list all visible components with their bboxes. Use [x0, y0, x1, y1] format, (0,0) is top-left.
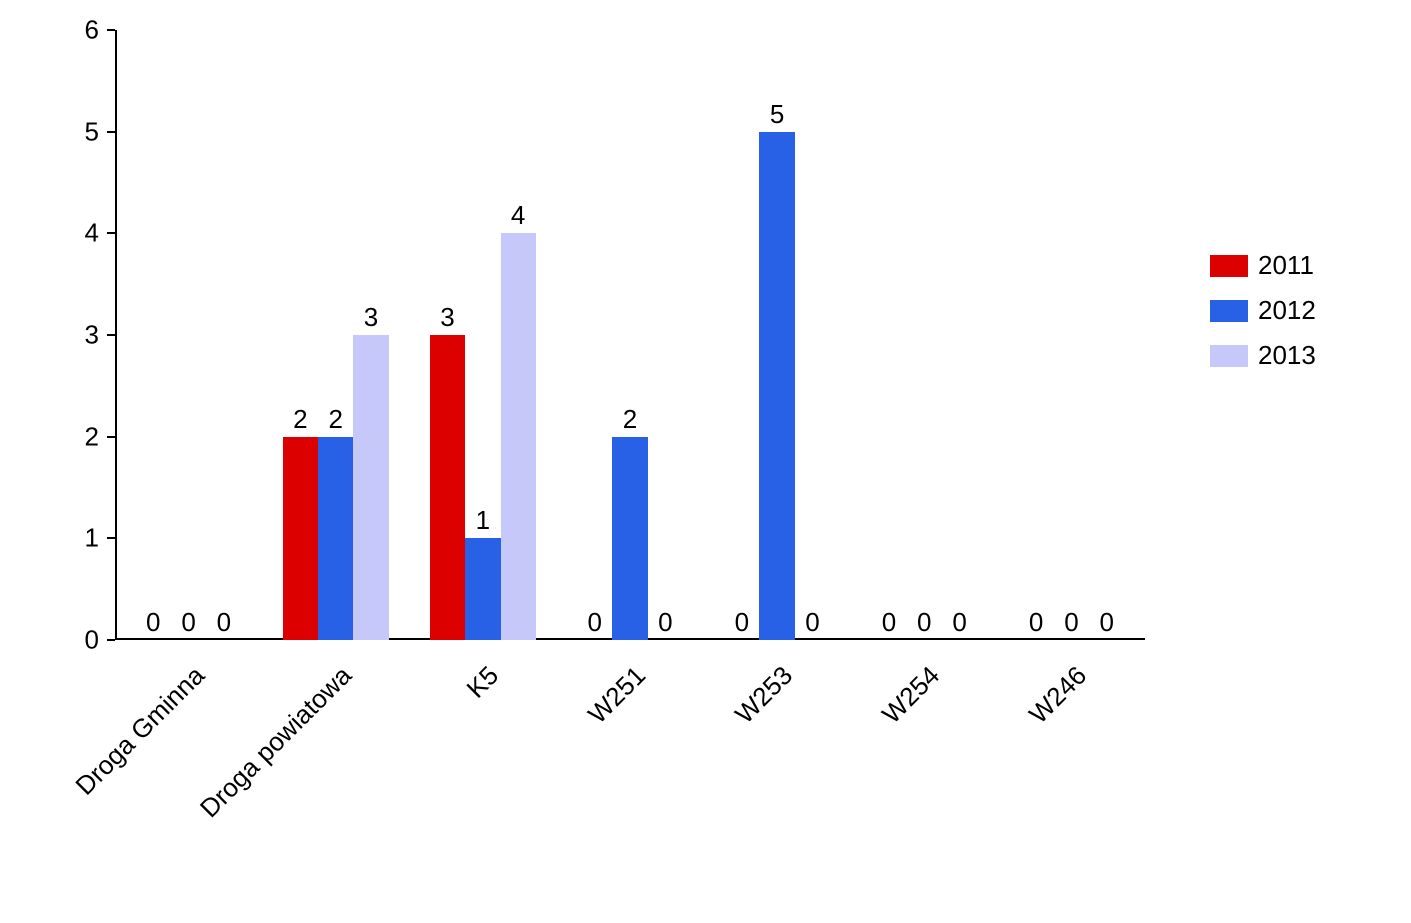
bar-value-label: 0	[1100, 607, 1114, 638]
plot-area: 0123456000Droga Gminna223Droga powiatowa…	[115, 30, 1145, 640]
y-tick	[107, 29, 115, 31]
bar-value-label: 3	[440, 302, 454, 333]
y-tick	[107, 131, 115, 133]
y-tick	[107, 232, 115, 234]
y-tick-label: 4	[39, 218, 99, 249]
legend-item: 2013	[1210, 340, 1316, 371]
bar	[612, 437, 647, 640]
legend-item: 2011	[1210, 250, 1316, 281]
bar-value-label: 4	[511, 200, 525, 231]
y-tick-label: 2	[39, 421, 99, 452]
bar-value-label: 1	[476, 505, 490, 536]
bar-chart: 0123456000Droga Gminna223Droga powiatowa…	[0, 0, 1411, 923]
bar-value-label: 2	[293, 404, 307, 435]
y-tick-label: 0	[39, 625, 99, 656]
bar-value-label: 5	[770, 99, 784, 130]
y-tick	[107, 537, 115, 539]
bar	[318, 437, 353, 640]
bar-value-label: 0	[805, 607, 819, 638]
legend: 2011 2012 2013	[1210, 250, 1316, 385]
bar-value-label: 0	[217, 607, 231, 638]
bar-value-label: 2	[623, 404, 637, 435]
y-tick	[107, 334, 115, 336]
bar-value-label: 0	[735, 607, 749, 638]
legend-swatch	[1210, 345, 1248, 367]
bar	[430, 335, 465, 640]
bar-value-label: 2	[328, 404, 342, 435]
bar-value-label: 3	[364, 302, 378, 333]
y-tick-label: 5	[39, 116, 99, 147]
bar-value-label: 0	[587, 607, 601, 638]
y-tick	[107, 436, 115, 438]
bar-value-label: 0	[917, 607, 931, 638]
legend-label: 2012	[1258, 295, 1316, 326]
bar	[501, 233, 536, 640]
bar-value-label: 0	[882, 607, 896, 638]
bar-value-label: 0	[1029, 607, 1043, 638]
bar-value-label: 0	[658, 607, 672, 638]
legend-label: 2011	[1258, 250, 1314, 281]
y-axis-line	[115, 30, 117, 640]
bar-value-label: 0	[181, 607, 195, 638]
bar	[465, 538, 500, 640]
legend-label: 2013	[1258, 340, 1316, 371]
bar	[283, 437, 318, 640]
y-tick-label: 1	[39, 523, 99, 554]
legend-swatch	[1210, 300, 1248, 322]
y-tick-label: 6	[39, 15, 99, 46]
bar-value-label: 0	[1064, 607, 1078, 638]
legend-swatch	[1210, 255, 1248, 277]
bar-value-label: 0	[146, 607, 160, 638]
y-tick	[107, 639, 115, 641]
bar	[353, 335, 388, 640]
y-tick-label: 3	[39, 320, 99, 351]
bar	[759, 132, 794, 640]
legend-item: 2012	[1210, 295, 1316, 326]
bar-value-label: 0	[952, 607, 966, 638]
